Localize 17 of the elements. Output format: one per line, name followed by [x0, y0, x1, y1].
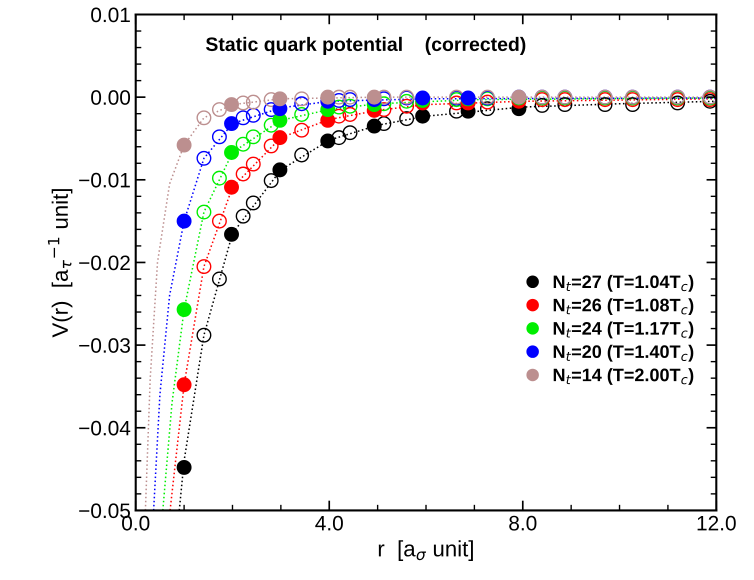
legend-label: N$_{t}$=14 (T=2.00T$_{c}$) [554, 368, 694, 385]
x-axis-title: r [a$_{σ}$ unit] [378, 540, 473, 561]
y-tick-label: −0.01 [79, 172, 130, 188]
y-axis-title: V(r) [a$_{τ}$$^{−1}$ unit] [48, 189, 72, 338]
x-tick-label: 4.0 [315, 516, 343, 531]
legend-label: N$_{t}$=26 (T=1.08T$_{c}$) [554, 298, 694, 316]
legend-label: N$_{t}$=24 (T=1.17T$_{c}$) [554, 321, 694, 338]
y-tick-label: 0.01 [91, 8, 130, 22]
y-tick-label: 0.00 [91, 90, 130, 105]
y-tick-label: −0.03 [79, 338, 130, 353]
legend-label: N$_{t}$=27 (T=1.04T$_{c}$) [554, 274, 694, 292]
x-tick-label: 8.0 [509, 516, 536, 531]
x-tick-label: 12.0 [698, 516, 736, 531]
y-tick-label: −0.02 [79, 255, 130, 270]
legend-label: N$_{t}$=20 (T=1.40T$_{c}$) [554, 344, 694, 362]
text: Static quark potential (corrected) [206, 36, 526, 55]
y-tick-label: −0.04 [79, 420, 130, 436]
